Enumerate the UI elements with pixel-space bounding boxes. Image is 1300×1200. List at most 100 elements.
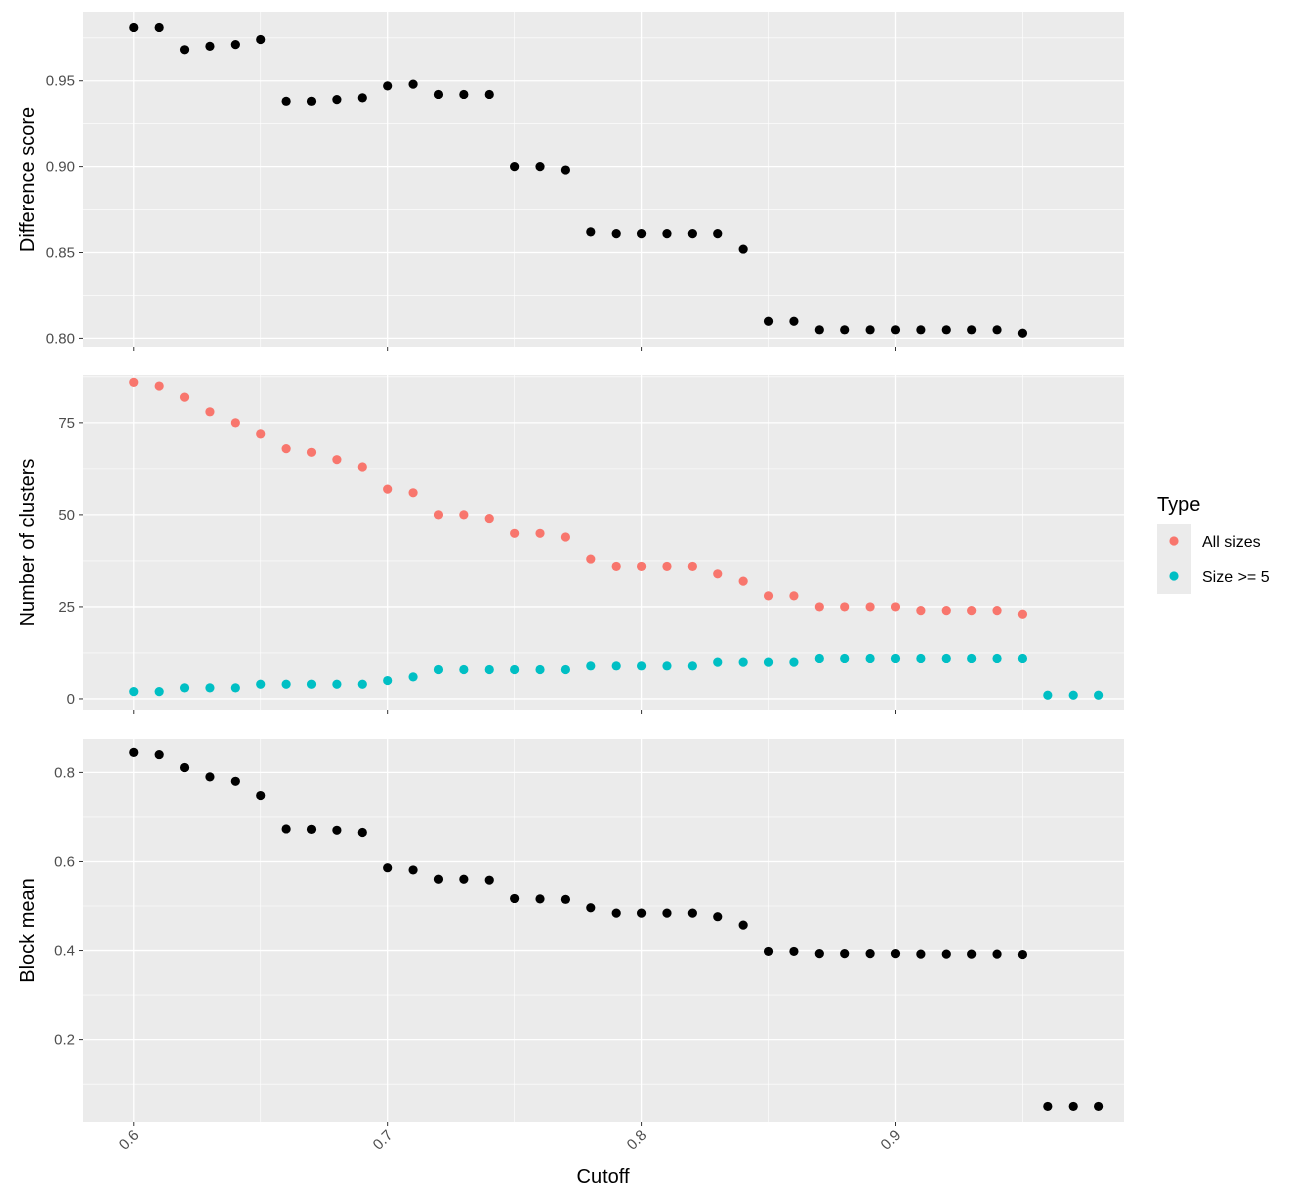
data-point: [459, 89, 469, 100]
x-tick-label: 0.8: [624, 1127, 651, 1154]
data-point: [408, 79, 418, 89]
data-point: [154, 22, 164, 33]
data-point: [1043, 690, 1053, 700]
y-axis-title: Difference score: [17, 107, 39, 252]
data-point: [586, 227, 596, 237]
data-point: [357, 679, 367, 689]
data-point: [129, 747, 139, 757]
data-point: [814, 653, 824, 664]
data-point: [306, 447, 317, 457]
data-point: [129, 686, 139, 697]
data-point: [408, 672, 418, 682]
data-point: [890, 653, 901, 664]
data-point: [433, 510, 444, 520]
data-point: [738, 657, 748, 667]
y-tick-label: 0.4: [54, 943, 75, 960]
data-point: [941, 606, 951, 616]
x-tick-label: 0.9: [878, 1127, 905, 1154]
data-point: [636, 661, 647, 671]
data-point: [1017, 609, 1028, 619]
y-tick-label: 0.90: [46, 159, 75, 176]
data-point: [179, 683, 190, 693]
data-point: [1094, 690, 1104, 700]
data-point: [713, 912, 723, 922]
data-point: [840, 949, 850, 959]
data-point: [332, 95, 342, 105]
data-point: [306, 824, 317, 835]
data-point: [840, 602, 850, 612]
data-point: [687, 561, 697, 572]
data-point: [484, 513, 494, 524]
y-axis-title: Number of clusters: [17, 459, 39, 627]
y-tick-label: 50: [58, 507, 75, 524]
panel-background: [83, 739, 1124, 1122]
data-point: [713, 657, 723, 667]
data-point: [687, 908, 697, 918]
data-point: [306, 96, 317, 106]
x-tick-label: 0.7: [370, 1127, 397, 1154]
data-point: [281, 679, 291, 689]
data-point: [332, 679, 342, 689]
panel-background: [83, 375, 1124, 710]
x-tick-label: 0.6: [116, 1127, 143, 1154]
y-tick-label: 0.6: [54, 853, 75, 870]
data-point: [814, 949, 824, 959]
data-point: [1017, 653, 1028, 664]
data-point: [179, 45, 190, 55]
data-point: [713, 569, 723, 579]
data-point: [738, 576, 748, 586]
data-point: [789, 316, 799, 326]
data-point: [281, 96, 291, 106]
data-point: [636, 561, 647, 572]
data-point: [281, 444, 291, 454]
data-point: [992, 949, 1002, 959]
data-point: [586, 554, 596, 564]
panel-background: [83, 12, 1124, 347]
data-point: [967, 606, 977, 616]
data-point: [890, 325, 901, 335]
data-point: [433, 89, 444, 100]
y-tick-label: 75: [58, 415, 75, 432]
data-point: [1017, 328, 1028, 338]
panel-3: 0.2 0.4 0.6 0.8 Block mean 0.6 0.7 0.8 0.9: [17, 739, 1124, 1154]
data-point: [687, 229, 697, 239]
y-tick-label: 0.85: [46, 245, 75, 262]
data-point: [916, 949, 926, 959]
data-point: [916, 325, 926, 335]
data-point: [738, 244, 748, 254]
data-point: [1017, 949, 1028, 960]
data-point: [332, 825, 342, 835]
data-point: [154, 686, 164, 697]
data-point: [205, 41, 215, 51]
data-point: [992, 653, 1002, 664]
data-point: [357, 827, 367, 838]
data-point: [763, 946, 774, 957]
data-point: [560, 894, 571, 904]
y-tick-label: 25: [58, 599, 75, 616]
data-point: [763, 657, 774, 667]
data-point: [433, 874, 444, 884]
data-point: [611, 908, 621, 918]
data-point: [433, 664, 444, 675]
y-tick-label: 0.80: [46, 330, 75, 347]
data-point: [535, 162, 545, 172]
data-point: [865, 653, 875, 664]
data-point: [840, 653, 850, 664]
data-point: [738, 920, 748, 930]
data-point: [306, 679, 317, 689]
data-point: [611, 561, 621, 572]
data-point: [662, 908, 672, 918]
data-point: [1043, 1101, 1053, 1112]
data-point: [383, 484, 393, 494]
data-point: [256, 34, 266, 45]
panels-layer: 0.80 0.85 0.90 0.95 Difference score 0 25 50 75 N…: [17, 12, 1124, 1154]
data-point: [789, 946, 799, 957]
legend-entries: All sizes Size >= 5: [1157, 524, 1270, 594]
data-point: [205, 407, 215, 417]
legend-swatch: [1169, 571, 1179, 581]
panel-1: 0.80 0.85 0.90 0.95 Difference score: [17, 12, 1124, 351]
data-point: [230, 683, 240, 693]
data-point: [230, 776, 240, 786]
data-point: [814, 602, 824, 612]
y-tick-label: 0.95: [46, 73, 75, 90]
